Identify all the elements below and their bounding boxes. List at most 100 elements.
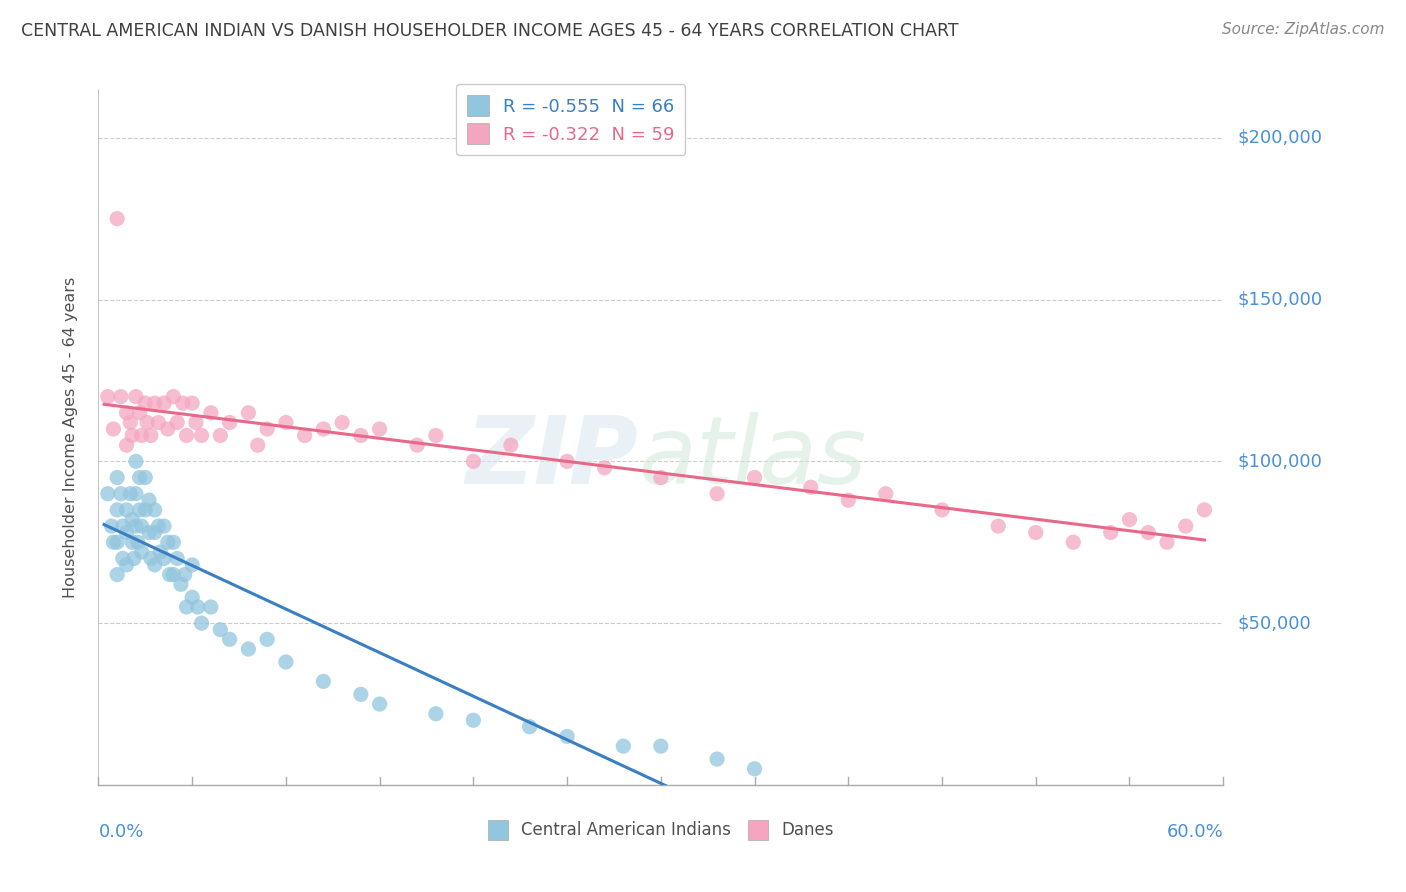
Point	[1137, 525, 1160, 540]
Point	[706, 486, 728, 500]
Point	[105, 503, 128, 517]
Point	[350, 428, 373, 442]
Point	[125, 486, 148, 500]
Point	[172, 396, 194, 410]
Point	[162, 535, 184, 549]
Point	[131, 428, 153, 442]
Point	[166, 416, 188, 430]
Point	[159, 567, 181, 582]
Point	[100, 519, 122, 533]
Point	[706, 752, 728, 766]
Point	[931, 503, 953, 517]
Point	[120, 486, 142, 500]
Point	[184, 416, 207, 430]
Point	[176, 599, 198, 614]
Y-axis label: Householder Income Ages 45 - 64 years: Householder Income Ages 45 - 64 years	[63, 277, 77, 598]
Point	[143, 525, 166, 540]
Point	[143, 396, 166, 410]
Point	[1099, 525, 1122, 540]
Text: atlas: atlas	[638, 412, 866, 503]
Point	[330, 416, 353, 430]
Point	[139, 551, 162, 566]
Point	[97, 390, 120, 404]
Point	[274, 655, 297, 669]
Point	[103, 422, 125, 436]
Point	[650, 470, 672, 484]
Point	[153, 396, 176, 410]
Point	[121, 513, 143, 527]
Point	[1118, 513, 1140, 527]
Point	[105, 535, 128, 549]
Text: 60.0%: 60.0%	[1167, 823, 1223, 841]
Point	[246, 438, 269, 452]
Point	[181, 591, 204, 605]
Point	[110, 486, 132, 500]
Point	[1062, 535, 1084, 549]
Point	[987, 519, 1010, 533]
Point	[555, 454, 578, 468]
Text: ZIP: ZIP	[465, 412, 638, 504]
Point	[120, 416, 142, 430]
Point	[115, 503, 138, 517]
Point	[122, 551, 145, 566]
Point	[612, 739, 634, 753]
Point	[463, 454, 485, 468]
Point	[406, 438, 429, 452]
Point	[176, 428, 198, 442]
Point	[312, 422, 335, 436]
Text: 0.0%: 0.0%	[98, 823, 143, 841]
Point	[425, 706, 447, 721]
Point	[368, 697, 391, 711]
Point	[131, 519, 153, 533]
Point	[209, 623, 232, 637]
Point	[131, 545, 153, 559]
Text: $100,000: $100,000	[1237, 452, 1322, 470]
Point	[156, 535, 179, 549]
Point	[837, 493, 859, 508]
Point	[744, 470, 766, 484]
Point	[162, 567, 184, 582]
Point	[187, 599, 209, 614]
Point	[238, 406, 260, 420]
Point	[170, 577, 193, 591]
Point	[555, 730, 578, 744]
Point	[110, 390, 132, 404]
Point	[134, 503, 156, 517]
Point	[173, 567, 195, 582]
Point	[138, 493, 160, 508]
Point	[115, 438, 138, 452]
Point	[125, 519, 148, 533]
Point	[125, 390, 148, 404]
Point	[103, 535, 125, 549]
Legend: Central American Indians, Danes: Central American Indians, Danes	[481, 814, 841, 847]
Point	[128, 406, 150, 420]
Point	[238, 642, 260, 657]
Point	[105, 567, 128, 582]
Text: Source: ZipAtlas.com: Source: ZipAtlas.com	[1222, 22, 1385, 37]
Point	[115, 406, 138, 420]
Point	[105, 211, 128, 226]
Point	[139, 428, 162, 442]
Point	[499, 438, 522, 452]
Point	[256, 422, 278, 436]
Point	[1194, 503, 1216, 517]
Point	[190, 428, 212, 442]
Point	[181, 396, 204, 410]
Text: CENTRAL AMERICAN INDIAN VS DANISH HOUSEHOLDER INCOME AGES 45 - 64 YEARS CORRELAT: CENTRAL AMERICAN INDIAN VS DANISH HOUSEH…	[21, 22, 959, 40]
Point	[153, 551, 176, 566]
Point	[138, 525, 160, 540]
Point	[162, 390, 184, 404]
Point	[209, 428, 232, 442]
Point	[593, 460, 616, 475]
Point	[143, 503, 166, 517]
Point	[1025, 525, 1047, 540]
Point	[350, 687, 373, 701]
Text: $200,000: $200,000	[1237, 128, 1322, 147]
Point	[128, 470, 150, 484]
Point	[115, 558, 138, 572]
Point	[218, 632, 240, 647]
Point	[166, 551, 188, 566]
Point	[127, 535, 149, 549]
Point	[875, 486, 897, 500]
Point	[1174, 519, 1197, 533]
